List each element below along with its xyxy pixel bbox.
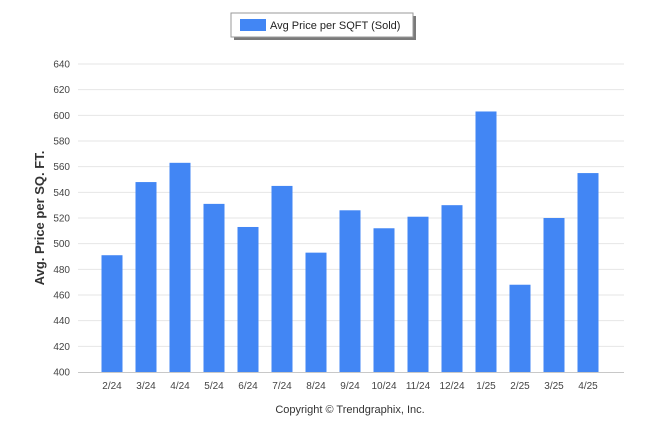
copyright-text: Copyright © Trendgraphix, Inc.: [275, 404, 424, 416]
x-tick-label: 4/25: [578, 381, 598, 392]
y-tick-label: 420: [53, 342, 70, 353]
y-tick-label: 640: [53, 60, 70, 71]
x-axis-ticks: 2/24 3/24 4/24 5/24 6/24 7/24 8/24 9/24 10/24 11/…: [102, 381, 598, 392]
y-tick-label: 520: [53, 214, 70, 225]
y-axis-ticks: 400 420 440 460 480 500 520 540 560 580 600 620 640: [53, 60, 70, 379]
y-tick-label: 500: [53, 239, 70, 250]
x-tick-label: 5/24: [204, 381, 224, 392]
bar-2-25: [509, 284, 531, 372]
x-tick-label: 4/24: [170, 381, 190, 392]
y-tick-label: 620: [53, 85, 70, 96]
bar-9-24: [339, 210, 361, 372]
bar-2-24: [101, 255, 123, 372]
bar-5-24: [203, 203, 225, 372]
bar-12-24: [441, 205, 463, 372]
y-tick-label: 580: [53, 137, 70, 148]
bar-series: [101, 111, 599, 372]
y-tick-label: 480: [53, 265, 70, 276]
bar-11-24: [407, 216, 429, 372]
bar-4-25: [577, 173, 599, 372]
y-tick-label: 460: [53, 291, 70, 302]
x-tick-label: 9/24: [340, 381, 360, 392]
y-tick-label: 560: [53, 162, 70, 173]
bar-3-24: [135, 182, 157, 372]
legend-label: Avg Price per SQFT (Sold): [270, 20, 400, 32]
bar-1-25: [475, 111, 497, 372]
y-tick-label: 540: [53, 188, 70, 199]
y-tick-label: 400: [53, 368, 70, 379]
bar-3-25: [543, 218, 565, 372]
x-tick-label: 7/24: [272, 381, 292, 392]
x-tick-label: 2/25: [510, 381, 530, 392]
legend: Avg Price per SQFT (Sold): [230, 12, 416, 40]
bar-8-24: [305, 252, 327, 372]
y-tick-label: 440: [53, 316, 70, 327]
bar-7-24: [271, 185, 293, 372]
bar-10-24: [373, 228, 395, 372]
x-tick-label: 11/24: [406, 381, 431, 392]
y-tick-label: 600: [53, 111, 70, 122]
legend-swatch: [240, 19, 266, 31]
x-tick-label: 8/24: [306, 381, 326, 392]
bar-6-24: [237, 226, 259, 372]
x-tick-label: 3/24: [136, 381, 156, 392]
x-tick-label: 2/24: [102, 381, 122, 392]
x-tick-label: 3/25: [544, 381, 564, 392]
x-tick-label: 6/24: [238, 381, 258, 392]
y-axis-label: Avg. Price per SQ. FT.: [32, 151, 47, 286]
bar-4-24: [169, 162, 191, 372]
x-tick-label: 12/24: [439, 381, 464, 392]
x-tick-label: 1/25: [476, 381, 496, 392]
x-tick-label: 10/24: [371, 381, 396, 392]
